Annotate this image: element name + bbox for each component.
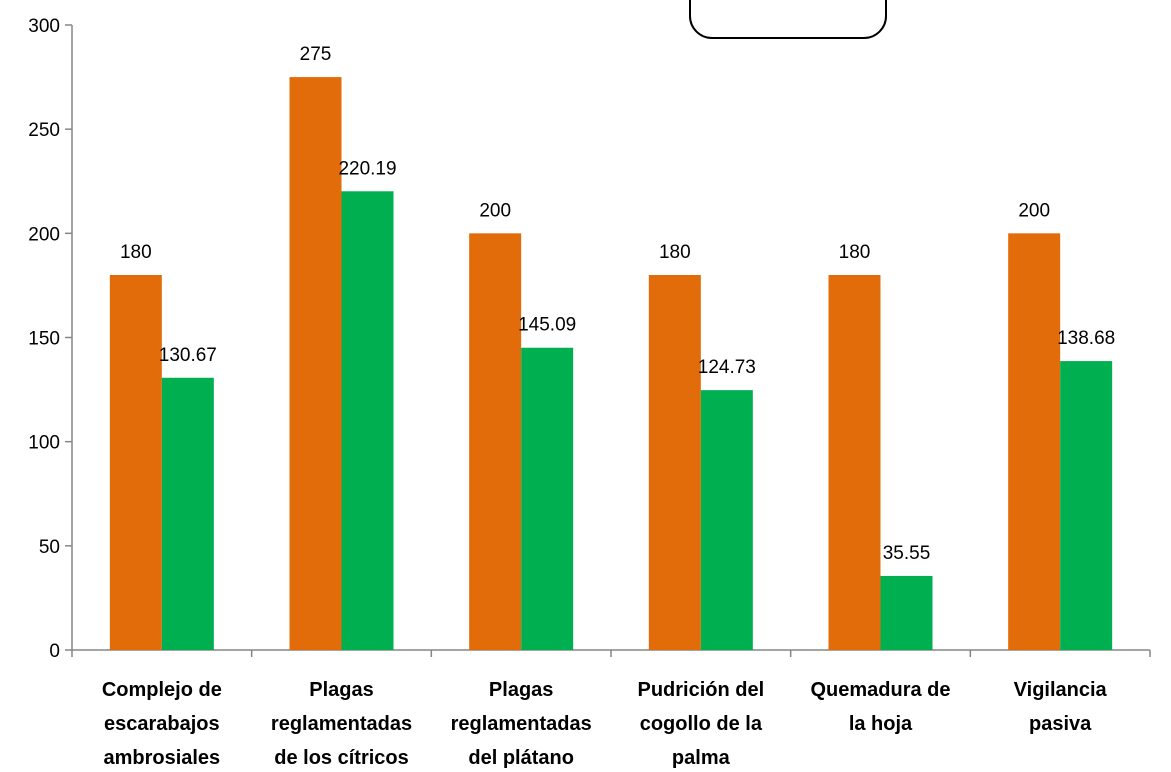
data-label: 124.73 [698, 357, 756, 378]
category-label: Plagas [489, 679, 553, 701]
category-label: Vigilancia [1014, 679, 1108, 701]
y-tick-label: 0 [49, 641, 60, 662]
data-label: 180 [120, 242, 152, 263]
category-label: reglamentadas [271, 713, 412, 735]
bar [469, 233, 522, 651]
category-label: ambrosiales [103, 747, 220, 769]
data-label: 180 [839, 242, 871, 263]
data-label: 130.67 [159, 345, 217, 366]
data-label: 138.68 [1057, 328, 1115, 349]
bar [289, 77, 342, 651]
data-label: 275 [300, 44, 332, 65]
category-label: pasiva [1029, 713, 1092, 735]
category-label: escarabajos [104, 713, 220, 735]
y-tick-label: 150 [28, 329, 60, 350]
category-label: Quemadura de [810, 679, 950, 701]
category-label: reglamentadas [451, 713, 592, 735]
bar [341, 191, 394, 651]
bar [700, 390, 753, 650]
bar [161, 377, 214, 650]
data-labels: 180 130.67 275 220.19 200 145.09 180 124.73 180 3… [120, 44, 1115, 564]
bar [109, 275, 162, 650]
bar [521, 347, 574, 650]
category-labels: Complejo de escarabajos ambrosiales Plagas r… [102, 679, 1108, 769]
bar [1008, 233, 1061, 651]
category-label: Pudrición del [637, 679, 764, 701]
title-frame [689, 0, 887, 39]
data-label: 200 [479, 200, 511, 221]
bar [828, 275, 881, 650]
category-label: cogollo de la [640, 713, 763, 735]
category-label: del plátano [468, 747, 574, 769]
category-label: la hoja [849, 713, 913, 735]
category-label: Plagas [309, 679, 373, 701]
axes: 0 50 100 150 200 250 300 [28, 16, 1151, 662]
y-tick-label: 200 [28, 224, 60, 245]
data-label: 145.09 [518, 315, 576, 336]
category-label: palma [672, 747, 731, 769]
data-label: 35.55 [883, 543, 931, 564]
bar [648, 275, 701, 650]
y-tick-label: 300 [28, 16, 60, 37]
y-tick-label: 250 [28, 120, 60, 141]
data-label: 180 [659, 242, 691, 263]
y-tick-label: 50 [39, 537, 60, 558]
data-label: 220.19 [338, 158, 396, 179]
data-label: 200 [1018, 200, 1050, 221]
bars [109, 77, 1113, 651]
y-tick-label: 100 [28, 433, 60, 454]
category-label: Complejo de [102, 679, 222, 701]
bar [1060, 361, 1113, 650]
category-label: de los cítricos [274, 747, 409, 769]
bar [880, 575, 933, 650]
